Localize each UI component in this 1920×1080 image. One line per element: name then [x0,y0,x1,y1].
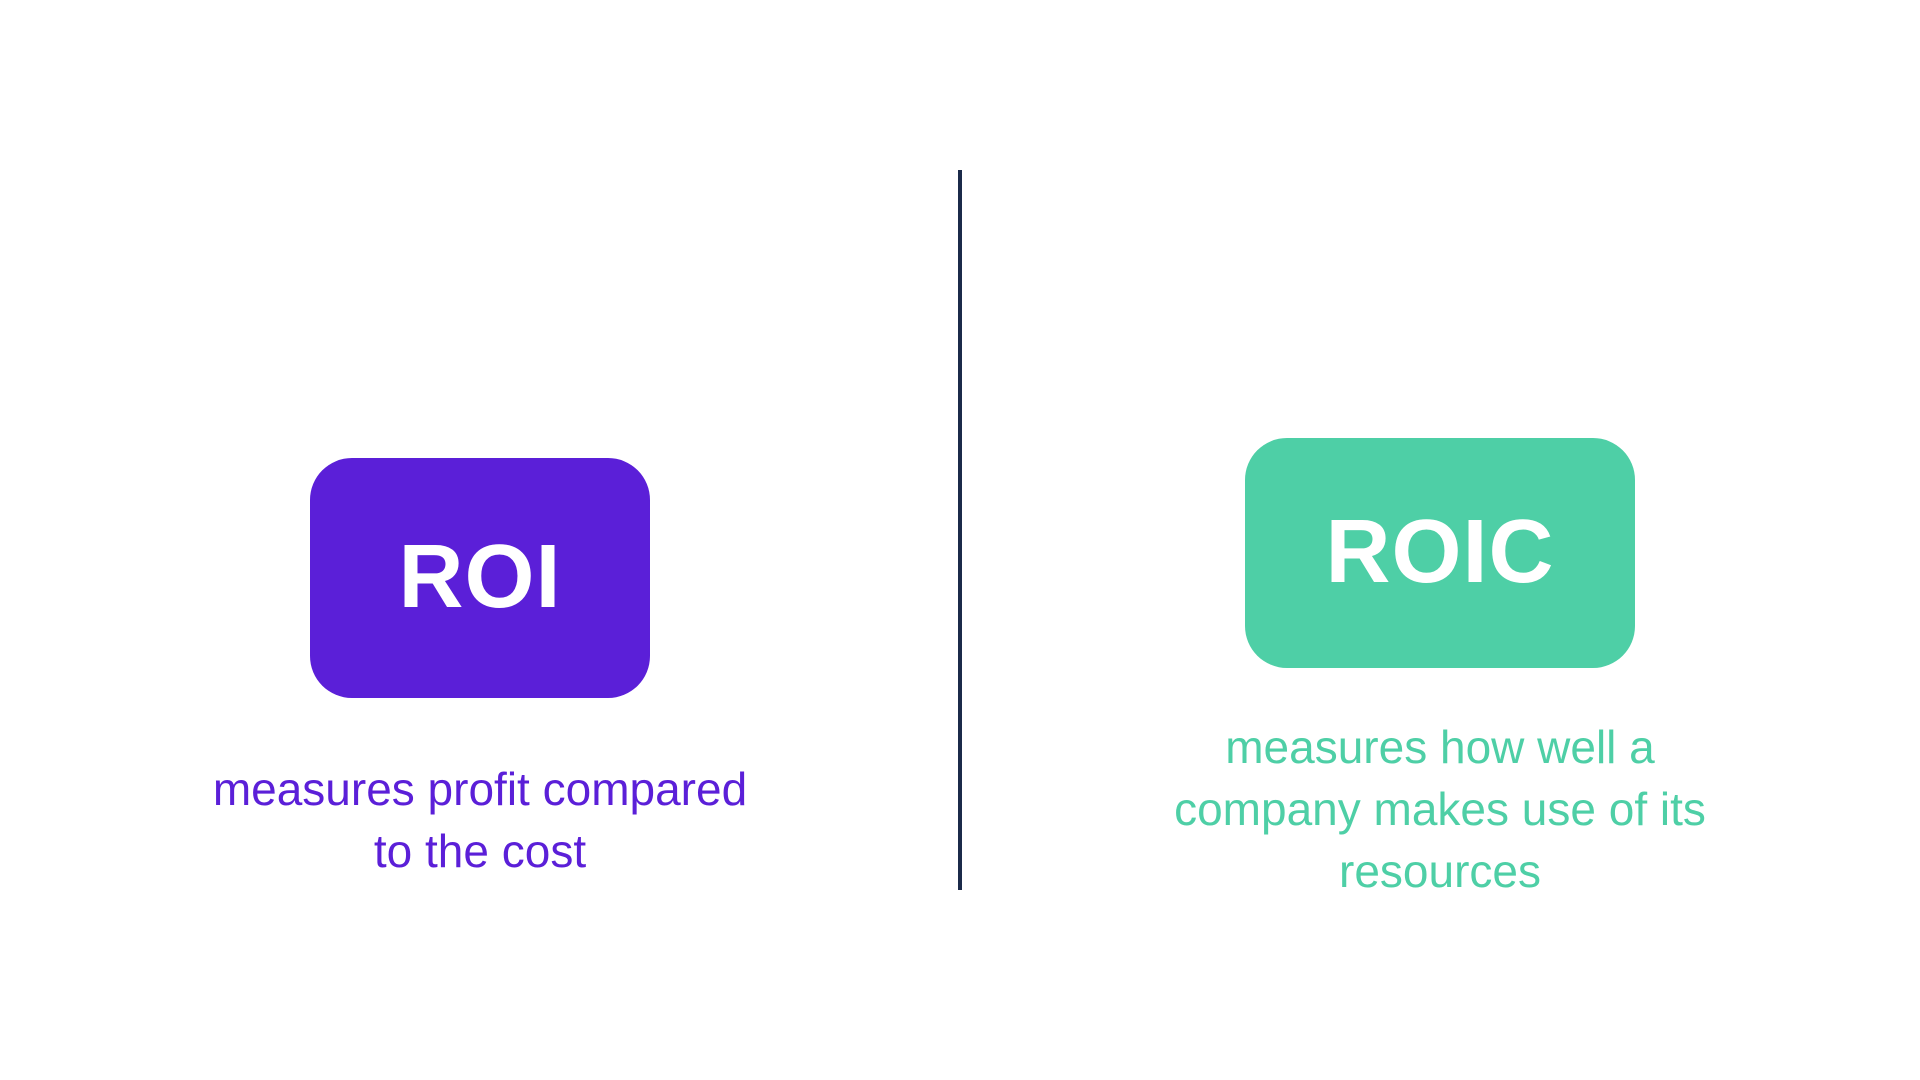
vertical-divider [958,170,962,890]
roic-badge: ROIC [1245,438,1635,668]
roi-badge: ROI [310,458,650,698]
roi-description: measures profit compared to the cost [200,758,760,882]
right-panel: ROIC measures how well a company makes u… [960,178,1920,902]
roic-description: measures how well a company makes use of… [1160,716,1720,902]
comparison-container: ROI measures profit compared to the cost… [0,0,1920,1080]
left-panel: ROI measures profit compared to the cost [0,198,960,882]
